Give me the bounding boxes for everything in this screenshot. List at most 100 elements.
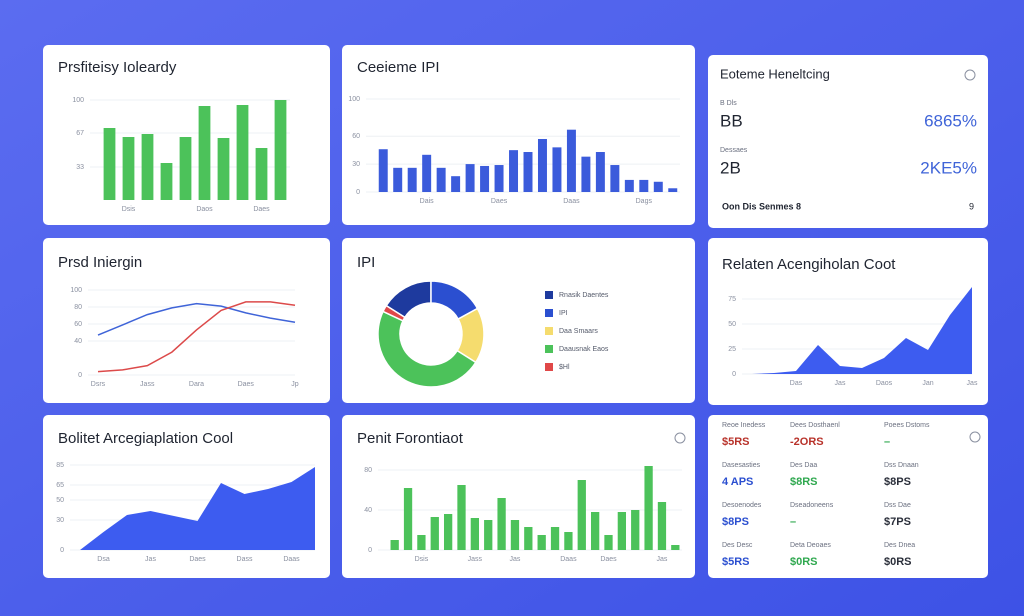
kpi-value: $0RS — [790, 556, 818, 568]
kpi-value: 2B — [720, 158, 741, 177]
y-tick-label: 0 — [60, 547, 64, 554]
kpi-label: Dseadoneens — [790, 502, 834, 509]
y-tick-label: 30 — [352, 161, 360, 168]
bar — [610, 165, 620, 192]
kpi-label: Dasesasties — [722, 462, 761, 469]
bar — [484, 520, 493, 550]
x-tick-label: Dsis — [415, 556, 429, 563]
bar — [581, 156, 591, 192]
kpi-label: B Dls — [720, 100, 737, 107]
chart-title: Bolitet Arcegiaplation Cool — [58, 430, 233, 447]
y-tick-label: 0 — [368, 547, 372, 554]
kpi-label: Des Desc — [722, 542, 753, 549]
bar — [179, 137, 192, 200]
bar — [564, 532, 573, 550]
settings-icon[interactable] — [969, 431, 981, 443]
x-tick-label: Jas — [657, 556, 668, 563]
kpi-change: 6865% — [924, 111, 977, 130]
bar — [657, 502, 667, 550]
kpi-change: 2KE5% — [920, 158, 977, 177]
legend-swatch — [545, 345, 553, 353]
kpi-value: $8PS — [722, 516, 749, 528]
legend-label: IPI — [559, 310, 568, 317]
y-tick-label: 40 — [364, 507, 372, 514]
legend-swatch — [545, 309, 553, 317]
kpi-value: $8RS — [790, 476, 818, 488]
kpi-label: Poees Dstoms — [884, 422, 930, 429]
x-tick-label: Jas — [835, 380, 846, 387]
x-tick-label: Dags — [636, 198, 653, 205]
bar — [577, 480, 586, 550]
y-tick-label: 100 — [72, 97, 84, 104]
y-tick-label: 60 — [352, 133, 360, 140]
kpi-value: $7PS — [884, 516, 911, 528]
x-tick-label: Daes — [189, 556, 206, 563]
kpi-value: $5RS — [722, 436, 750, 448]
pie-slice — [382, 304, 406, 322]
chart-title: Ceeieme IPI — [357, 59, 440, 76]
bar — [523, 152, 533, 192]
kpi-label: Dss Dnaan — [884, 462, 919, 469]
bar — [417, 535, 426, 550]
pie-slice — [377, 310, 477, 388]
x-tick-label: Daos — [196, 206, 213, 213]
x-tick-label: Jan — [922, 380, 933, 387]
close-icon[interactable] — [964, 69, 976, 81]
y-tick-label: 25 — [728, 346, 736, 353]
bar — [617, 512, 627, 550]
kpi-value: $5RS — [722, 556, 750, 568]
bar — [624, 179, 634, 192]
bar — [470, 518, 480, 550]
bar — [457, 485, 466, 550]
x-tick-label: Dsa — [97, 556, 110, 563]
kpi-label: Desoenodes — [722, 502, 762, 509]
bar — [537, 138, 547, 192]
legend-swatch — [545, 291, 553, 299]
bar — [390, 540, 399, 550]
bar — [631, 510, 640, 550]
x-tick-label: Jp — [291, 381, 299, 388]
x-tick-label: Daas — [560, 556, 577, 563]
x-tick-label: Daes — [253, 206, 270, 213]
x-tick-label: Daes — [238, 381, 255, 388]
area — [752, 287, 972, 374]
y-tick-label: 50 — [728, 321, 736, 328]
card — [43, 238, 330, 403]
line — [97, 301, 296, 373]
line — [97, 302, 296, 336]
chart-title: IPI — [357, 254, 375, 271]
x-tick-label: Daas — [283, 556, 300, 563]
y-tick-label: 85 — [56, 462, 64, 469]
bar — [393, 167, 403, 192]
bar — [671, 545, 680, 550]
area — [80, 467, 315, 550]
card — [708, 415, 988, 578]
bar — [407, 167, 417, 192]
chart-title: Prsd Iniergin — [58, 254, 142, 271]
bar — [430, 517, 439, 550]
kpi-value: $0RS — [884, 556, 912, 568]
cards — [43, 45, 988, 578]
bar — [590, 512, 600, 550]
y-tick-label: 65 — [56, 482, 64, 489]
y-tick-label: 100 — [348, 96, 360, 103]
settings-icon[interactable] — [674, 432, 686, 444]
kpi-label: Reoe Inedess — [722, 422, 766, 429]
y-tick-label: 30 — [56, 517, 64, 524]
bar — [604, 535, 613, 550]
y-tick-label: 75 — [728, 296, 736, 303]
bar — [537, 535, 546, 550]
card — [342, 238, 695, 403]
bar — [141, 134, 154, 200]
x-tick-label: Jas — [510, 556, 521, 563]
bar — [274, 100, 287, 200]
x-tick-label: Daos — [876, 380, 893, 387]
bar — [497, 498, 506, 550]
bar — [160, 163, 173, 200]
bar — [552, 147, 562, 192]
bar — [443, 514, 453, 550]
bar — [668, 188, 678, 192]
bar — [524, 527, 533, 550]
legend-swatch — [545, 327, 553, 335]
